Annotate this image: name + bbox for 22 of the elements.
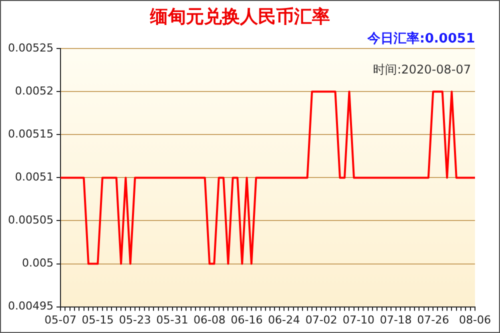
y-tick-label: 0.00525 [8,41,54,54]
y-tick-label: 0.00515 [8,128,54,141]
x-tick-label: 06-08 [194,313,226,326]
x-tick-label: 07-10 [342,313,375,326]
x-tick-label: 06-16 [230,313,263,326]
y-tick-label: 0.00505 [8,214,54,227]
x-tick-label: 07-26 [417,313,450,326]
chart-title: 缅甸元兑换人民币汇率 [149,6,330,28]
y-tick-label: 0.00495 [8,300,54,313]
x-tick-label: 07-02 [305,313,338,326]
x-tick-label: 05-23 [119,313,151,326]
x-tick-label: 06-24 [268,313,300,326]
text: 今日汇率:0.0051 [366,30,475,46]
x-tick-label: 08-06 [459,313,491,326]
y-tick-label: 0.005 [22,256,54,270]
y-tick-label: 0.0051 [14,170,54,184]
x-tick-label: 05-31 [156,313,188,326]
x-tick-label: 07-18 [380,313,412,326]
y-tick-label: 0.0052 [14,84,54,98]
annotation: 时间:2020-08-07 [373,62,471,77]
x-tick-label: 05-15 [82,313,114,326]
x-tick-label: 05-07 [44,313,76,326]
